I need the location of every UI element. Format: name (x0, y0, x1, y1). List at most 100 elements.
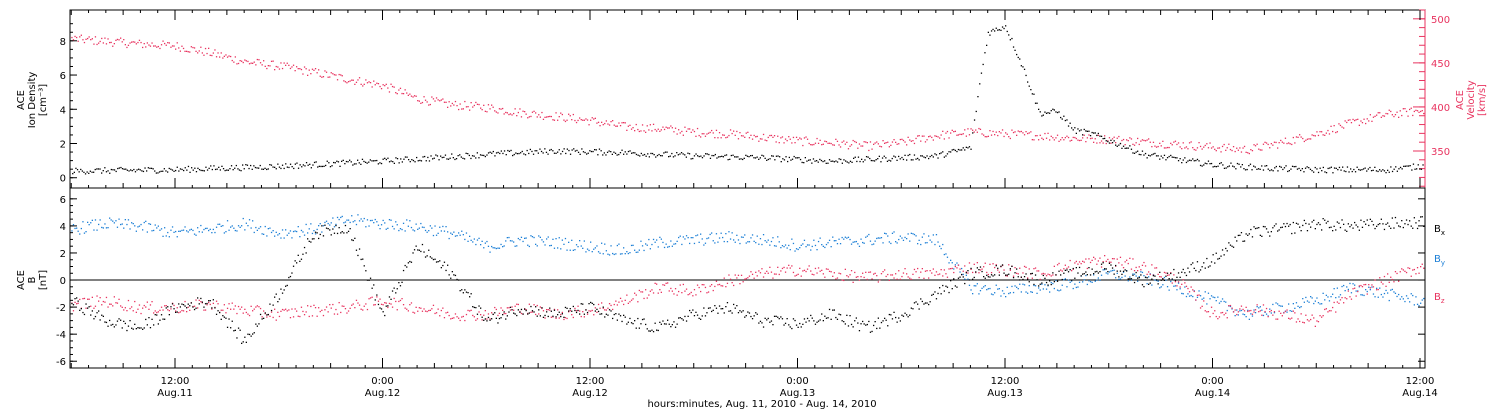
velocity-point (1104, 135, 1106, 137)
bx-point (920, 298, 922, 300)
velocity-point (663, 128, 666, 131)
bz-point (795, 274, 798, 276)
bx-point (761, 322, 763, 324)
velocity-point (465, 106, 468, 108)
by-point (722, 236, 724, 239)
bx-point (127, 325, 130, 327)
by-point (1012, 291, 1015, 294)
velocity-point (770, 134, 773, 137)
bx-point (1187, 267, 1189, 269)
density-point (395, 157, 397, 159)
velocity-point (236, 63, 238, 65)
by-point (1332, 293, 1334, 295)
velocity-point (720, 137, 722, 139)
by-point (962, 273, 964, 276)
density-point (344, 163, 346, 165)
density-point (120, 166, 122, 169)
by-point (539, 236, 541, 238)
density-point (262, 168, 265, 170)
by-point (918, 239, 920, 241)
bx-point (1100, 263, 1103, 265)
velocity-point (755, 136, 757, 138)
density-point (885, 157, 887, 159)
bx-point (929, 301, 931, 303)
by-point (1374, 296, 1376, 298)
bz-point (607, 307, 609, 309)
bx-point (299, 260, 301, 262)
velocity-point (377, 83, 380, 85)
density-point (1416, 168, 1418, 170)
bz-point (943, 269, 945, 271)
bz-point (417, 310, 419, 312)
bz-point (560, 313, 562, 316)
bz-point (325, 306, 328, 308)
by-point (318, 225, 320, 227)
bz-point (569, 310, 571, 312)
density-point (507, 149, 509, 152)
by-point (516, 245, 518, 247)
density-point (192, 169, 194, 171)
bx-point (357, 254, 359, 257)
bz-point (494, 306, 496, 309)
density-point (288, 166, 290, 169)
density-point (656, 154, 659, 157)
by-point (605, 250, 607, 252)
bz-point (1149, 273, 1151, 276)
velocity-point (640, 130, 642, 132)
bx-point (542, 316, 545, 318)
density-point (769, 158, 771, 160)
density-point (1185, 161, 1188, 164)
bz-point (1061, 270, 1063, 272)
density-point (1283, 167, 1286, 169)
bx-point (447, 264, 449, 266)
by-point (1390, 289, 1392, 291)
bz-point (1141, 264, 1144, 266)
bz-point (1113, 258, 1115, 260)
velocity-point (572, 113, 574, 116)
by-point (1295, 302, 1298, 304)
density-point (1060, 116, 1062, 119)
velocity-point (1358, 124, 1360, 126)
density-point (147, 167, 149, 169)
by-point (899, 235, 901, 237)
bx-point (197, 297, 199, 299)
density-point (460, 156, 462, 158)
bz-point (1077, 263, 1079, 265)
velocity-point (624, 122, 626, 124)
density-point (72, 173, 74, 175)
bx-point (211, 307, 213, 309)
by-point (492, 247, 494, 249)
velocity-point (728, 134, 730, 137)
velocity-point (645, 131, 647, 133)
density-point (1366, 170, 1368, 172)
velocity-point (869, 141, 872, 143)
density-point (325, 164, 327, 167)
velocity-point (563, 119, 565, 121)
by-point (505, 240, 507, 242)
density-point (965, 146, 967, 148)
by-point (800, 244, 802, 246)
by-point (369, 219, 372, 222)
bx-point (564, 306, 567, 309)
bx-point (696, 314, 699, 316)
bz-point (854, 271, 856, 274)
velocity-point (1239, 147, 1241, 149)
bz-point (1154, 267, 1156, 269)
velocity-point (956, 134, 958, 136)
bz-point (652, 292, 655, 294)
by-point (1088, 280, 1090, 282)
bz-point (821, 269, 823, 271)
by-point (824, 246, 826, 249)
bz-point (142, 307, 144, 309)
velocity-point (552, 119, 554, 121)
bz-point (909, 277, 911, 279)
velocity-point (972, 129, 974, 131)
by-point (1011, 285, 1013, 288)
bz-point (783, 266, 785, 269)
velocity-point (170, 46, 172, 48)
bx-point (1217, 258, 1219, 260)
bz-point (1174, 281, 1177, 283)
velocity-point (524, 111, 526, 113)
by-point (362, 220, 364, 222)
density-point (473, 155, 475, 157)
